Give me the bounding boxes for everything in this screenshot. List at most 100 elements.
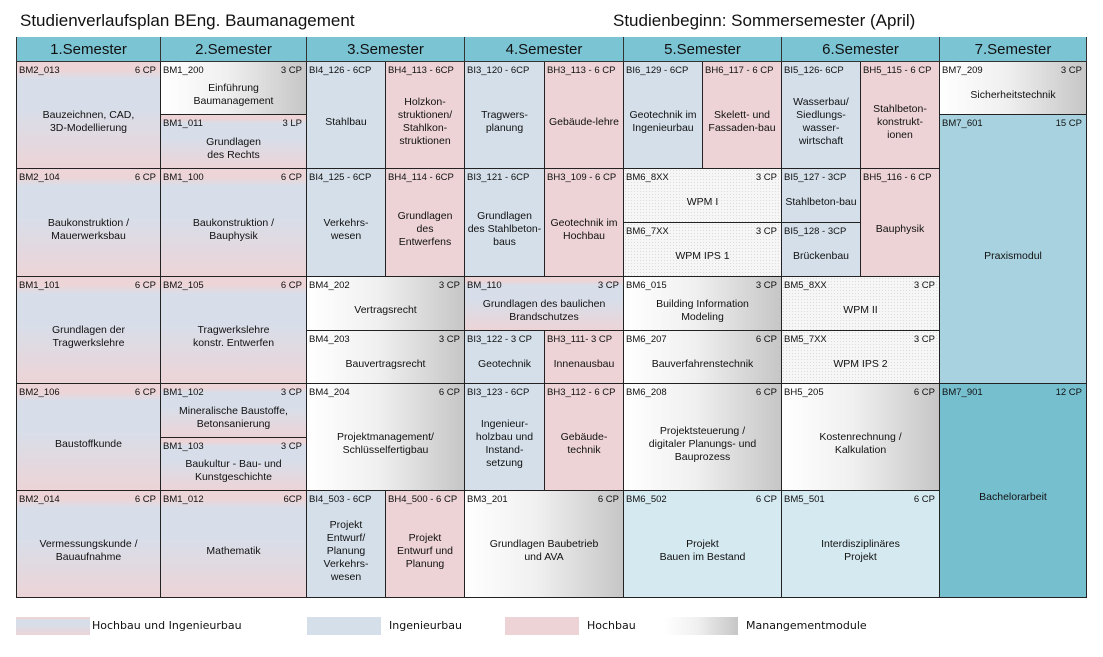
module-title: Bauverfahrenstechnik <box>651 357 754 370</box>
module-cell: BM5_7XX 3 CP WPM IPS 2 <box>782 331 940 384</box>
module-title: Ingenieur- holzbau und Instand- setzung <box>475 418 534 469</box>
study-start: Studienbeginn: Sommersemester (April) <box>613 11 916 30</box>
module-code: BM6_015 <box>626 280 667 291</box>
module-title: Baukonstruktion / Mauerwerksbau <box>47 216 130 242</box>
module-credits: 3 CP <box>280 65 302 76</box>
module-title: Praxismodul <box>984 249 1042 262</box>
module-cell: BH4_500 - 6 CP Projekt Entwurf und Planun… <box>386 491 465 598</box>
module-title: Sicherheitstechnik <box>970 88 1056 101</box>
module-code: BM6_207 <box>626 334 667 345</box>
module-title: Tragwerkslehre konstr. Entwerfen <box>192 324 275 349</box>
module-code: BI3_120 - 6CP <box>467 65 530 76</box>
module-title: Stahlbeton- konstrukt- ionen <box>873 102 927 141</box>
module-title: Stahlbau <box>325 115 367 128</box>
module-title: Geotechnik im Ingenieurbau <box>629 109 697 134</box>
legend-label: Manangementmodule <box>746 619 867 632</box>
module-code: BM_110 <box>467 280 502 291</box>
module-cell: BM7_901 12 CP Bachelorarbeit <box>940 384 1087 598</box>
module-title: Baukonstruktion / Bauphysik <box>192 216 275 242</box>
module-title: Projekt Entwurf/ Planung Verkehrs- wesen <box>323 518 369 583</box>
module-title: WPM I <box>686 196 719 208</box>
module-title: Geotechnik <box>477 357 532 370</box>
module-credits: 3 CP <box>755 172 777 183</box>
module-title: Gebäude-lehre <box>548 115 620 128</box>
module-code: BM7_601 <box>942 118 983 129</box>
module-credits: 6 CP <box>134 387 156 398</box>
module-title: Grundlagen der Tragwerkslehre <box>52 324 125 349</box>
module-cell: BI4_125 - 6CP Verkehrs- wesen <box>307 169 386 277</box>
module-title: Kostenrechnung / Kalkulation <box>819 431 902 456</box>
module-credits: 6 CP <box>134 280 156 291</box>
module-code: BI5_126- 6CP <box>784 65 844 76</box>
module-cell: BM1_200 3 CP Einführung Baumanagement <box>161 62 307 115</box>
module-title: Bauphysik <box>875 223 925 235</box>
module-cell: BM6_8XX 3 CP WPM I <box>624 169 782 223</box>
semester-header: 5.Semester <box>624 37 782 62</box>
module-cell: BI5_127 - 3CP Stahlbeton-bau <box>782 169 861 223</box>
module-credits: 3 CP <box>280 387 302 398</box>
module-title: Bauvertragsrecht <box>345 357 426 370</box>
legend-swatch <box>307 617 381 635</box>
module-code: BM1_200 <box>163 65 204 76</box>
module-cell: BM4_203 3 CP Bauvertragsrecht <box>307 331 465 384</box>
module-title: Stahlbeton-bau <box>785 196 857 208</box>
module-code: BI4_125 - 6CP <box>309 172 372 183</box>
module-cell: BH3_112 - 6 CP Gebäude- technik <box>545 384 624 491</box>
module-credits: 6 CP <box>755 334 777 345</box>
semester-header: 1.Semester <box>16 37 161 62</box>
module-credits: 6 CP <box>913 387 935 398</box>
module-credits: 6CP <box>283 494 302 505</box>
module-title: Geotechnik im Hochbau <box>550 216 618 242</box>
module-title: Projekt Entwurf und Planung <box>396 531 454 570</box>
module-code: BM1_103 <box>163 441 204 452</box>
module-cell: BI3_121 - 6CP Grundlagen des Stahlbeton- … <box>465 169 545 277</box>
module-cell: BM2_104 6 CP Baukonstruktion / Mauerwerksb… <box>16 169 161 277</box>
legend-label: Ingenieurbau <box>389 619 462 632</box>
legend-swatch <box>16 617 90 635</box>
legend-label: Hochbau und Ingenieurbau <box>92 619 242 632</box>
module-credits: 3 CP <box>755 226 777 237</box>
module-code: BM6_8XX <box>626 172 669 183</box>
legend-label: Hochbau <box>587 619 636 632</box>
module-title: Vertragsrecht <box>354 304 417 316</box>
module-credits: 3 CP <box>755 280 777 291</box>
module-code: BH4_114 - 6CP <box>388 172 454 183</box>
module-cell: BM5_501 6 CP Interdisziplinäres Projekt <box>782 491 940 598</box>
module-cell: BM4_202 3 CP Vertragsrecht <box>307 277 465 331</box>
semester-header: 6.Semester <box>782 37 940 62</box>
module-credits: 15 CP <box>1055 118 1082 129</box>
module-cell: BI4_126 - 6CP Stahlbau <box>307 62 386 169</box>
module-cell: BM4_204 6 CP Projektmanagement/ Schlüsself… <box>307 384 465 491</box>
module-credits: 3 LP <box>282 118 302 129</box>
module-code: BH3_112 - 6 CP <box>547 387 616 398</box>
module-credits: 3 CP <box>1060 65 1082 76</box>
module-title: Vermessungskunde / Bauaufnahme <box>39 538 138 563</box>
module-cell: BH4_114 - 6CP Grundlagen des Entwerfens <box>386 169 465 277</box>
module-title: Bachelorarbeit <box>979 491 1047 503</box>
module-code: BM5_501 <box>784 494 825 505</box>
module-code: BI3_122 - 3 CP <box>467 334 532 345</box>
module-code: BI6_129 - 6CP <box>626 65 689 76</box>
module-cell: BI5_128 - 3CP Brückenbau <box>782 223 861 277</box>
module-credits: 6 CP <box>134 172 156 183</box>
module-cell: BM2_105 6 CP Tragwerkslehre konstr. Entwer… <box>161 277 307 384</box>
module-cell: BH6_117 - 6 CP Skelett- und Fassaden-bau <box>703 62 782 169</box>
module-title: Baustoffkunde <box>55 437 122 450</box>
module-code: BH4_113 - 6CP <box>388 65 454 76</box>
module-code: BM2_104 <box>19 172 60 183</box>
module-code: BH6_117 - 6 CP <box>705 65 774 76</box>
module-credits: 3 CP <box>913 334 935 345</box>
module-code: BM7_209 <box>942 65 983 76</box>
semester-header: 2.Semester <box>161 37 307 62</box>
module-credits: 6 CP <box>280 280 302 291</box>
legend-swatch <box>664 617 738 635</box>
module-code: BM4_204 <box>309 387 350 398</box>
module-cell: BI3_120 - 6CP Tragwers- planung <box>465 62 545 169</box>
module-code: BM1_100 <box>163 172 204 183</box>
legend-swatch <box>505 617 579 635</box>
module-cell: BM2_013 6 CP Bauzeichnen, CAD, 3D-Modellie… <box>16 62 161 169</box>
module-cell: BI6_129 - 6CP Geotechnik im Ingenieurbau <box>624 62 703 169</box>
module-cell: BM7_601 15 CP Praxismodul <box>940 115 1087 384</box>
module-cell: BH5_205 6 CP Kostenrechnung / Kalkulation <box>782 384 940 491</box>
module-title: Grundlagen Baubetrieb und AVA <box>489 538 599 563</box>
